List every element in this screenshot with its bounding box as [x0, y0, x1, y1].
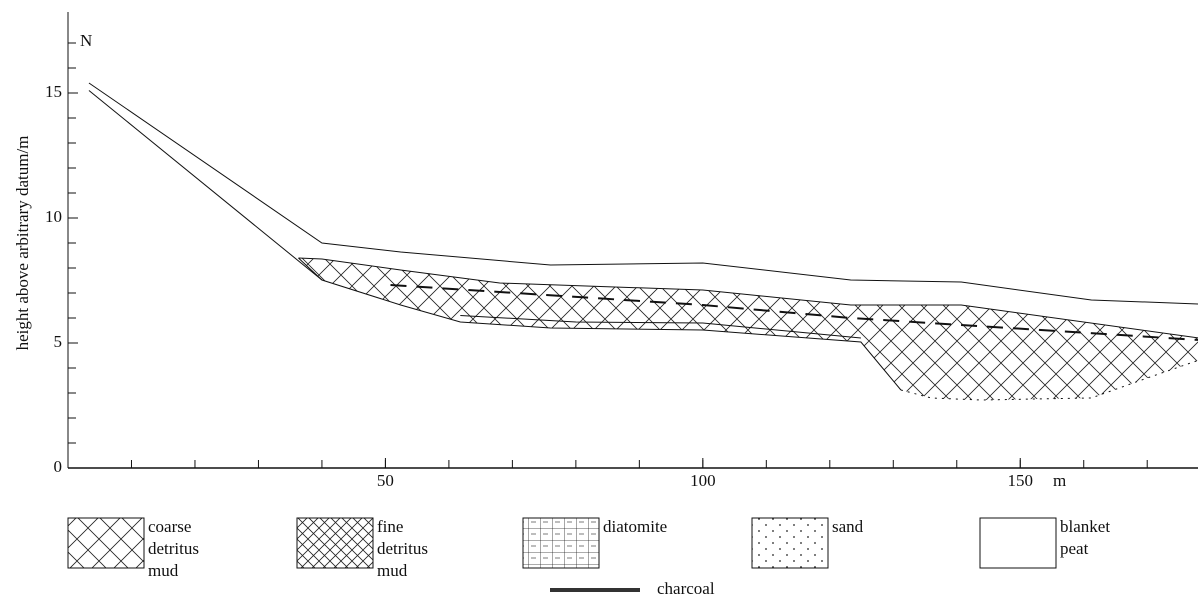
legend-label: mud — [377, 561, 408, 580]
page: {"chart_data":{"type":"section", "ylabel… — [0, 0, 1198, 600]
x-tick-label: 150 — [1007, 471, 1033, 490]
legend-swatch — [752, 518, 828, 568]
x-tick-label: 50 — [377, 471, 394, 490]
x-tick-label: 100 — [690, 471, 716, 490]
y-tick-label: 0 — [54, 457, 63, 476]
legend-label: detritus — [148, 539, 199, 558]
legend-label: detritus — [377, 539, 428, 558]
y-tick-label: 10 — [45, 207, 62, 226]
legend-label: fine — [377, 517, 403, 536]
chart: height above arbitrary datum/m N m 50100… — [0, 0, 1198, 600]
legend-label: coarse — [148, 517, 191, 536]
legend-label: blanket — [1060, 517, 1110, 536]
y-tick-label: 15 — [45, 82, 62, 101]
legend-label: charcoal — [657, 579, 715, 598]
legend-label: mud — [148, 561, 179, 580]
x-unit: m — [1053, 471, 1066, 490]
section-line — [89, 83, 1198, 304]
y-axis-label: height above arbitrary datum/m — [13, 136, 32, 351]
legend-swatch — [523, 518, 599, 568]
legend-swatch — [68, 518, 144, 568]
north-label: N — [80, 31, 92, 50]
legend-label: sand — [832, 517, 864, 536]
legend-label: diatomite — [603, 517, 667, 536]
y-tick-label: 5 — [54, 332, 63, 351]
mud-fill — [298, 258, 1198, 400]
section-line — [89, 91, 322, 281]
legend-swatch — [297, 518, 373, 568]
legend-label: peat — [1060, 539, 1089, 558]
legend-swatch — [980, 518, 1056, 568]
